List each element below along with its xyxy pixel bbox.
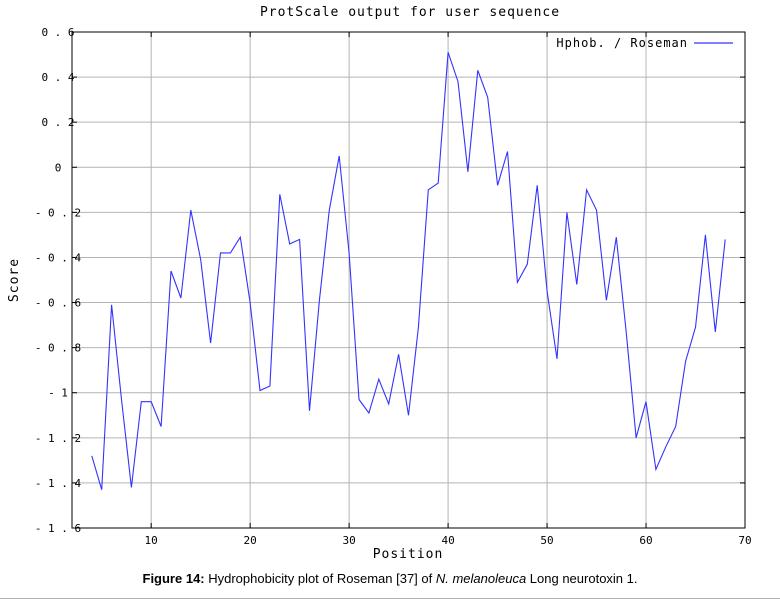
x-axis-label: Position bbox=[373, 547, 444, 562]
y-tick-label: 0 . 4 bbox=[41, 71, 74, 84]
y-tick-label: - 0 . 4 bbox=[35, 251, 82, 264]
x-tick-labels: 10 20 30 40 50 60 70 bbox=[145, 534, 752, 547]
caption-text: Hydrophobicity plot of Roseman [37] of bbox=[204, 571, 436, 586]
x-tick-label: 60 bbox=[639, 534, 652, 547]
y-tick-label: - 0 . 8 bbox=[35, 342, 81, 355]
y-tick-label: - 0 . 2 bbox=[35, 206, 81, 219]
plot-area bbox=[71, 31, 746, 529]
series-layer bbox=[91, 52, 726, 490]
series-line bbox=[91, 52, 726, 490]
chart-title: ProtScale output for user sequence bbox=[260, 5, 560, 20]
legend: Hphob. / Roseman bbox=[556, 36, 733, 50]
y-tick-label: - 0 . 6 bbox=[35, 297, 81, 310]
figure-caption: Figure 14: Hydrophobicity plot of Rosema… bbox=[0, 571, 780, 586]
caption-label: Figure 14: bbox=[142, 571, 205, 586]
caption-text-end: Long neurotoxin 1. bbox=[526, 571, 638, 586]
y-tick-label: 0 . 2 bbox=[41, 116, 74, 129]
y-tick-label: 0 . 6 bbox=[41, 26, 74, 39]
y-tick-labels: 0 . 6 0 . 4 0 . 2 0 - 0 . 2 - 0 . 4 - 0 . 6 - 0… bbox=[35, 26, 82, 535]
x-tick-label: 30 bbox=[342, 534, 355, 547]
y-tick-label: - 1 . 2 bbox=[35, 432, 81, 445]
y-tick-label: - 1 . 6 bbox=[35, 522, 81, 535]
y-tick-label: - 1 . 4 bbox=[35, 477, 82, 490]
x-tick-label: 50 bbox=[540, 534, 553, 547]
x-tick-label: 10 bbox=[145, 534, 158, 547]
y-tick-label: 0 bbox=[55, 161, 62, 174]
plot-frame bbox=[71, 31, 746, 529]
caption-italic: N. melanoleuca bbox=[435, 571, 527, 586]
x-tick-label: 70 bbox=[738, 534, 751, 547]
divider bbox=[0, 598, 780, 599]
y-tick-label: - 1 bbox=[48, 387, 68, 400]
legend-label: Hphob. / Roseman bbox=[556, 36, 688, 50]
x-tick-label: 20 bbox=[244, 534, 257, 547]
y-axis-label: Score bbox=[7, 258, 22, 302]
x-tick-label: 40 bbox=[441, 534, 454, 547]
